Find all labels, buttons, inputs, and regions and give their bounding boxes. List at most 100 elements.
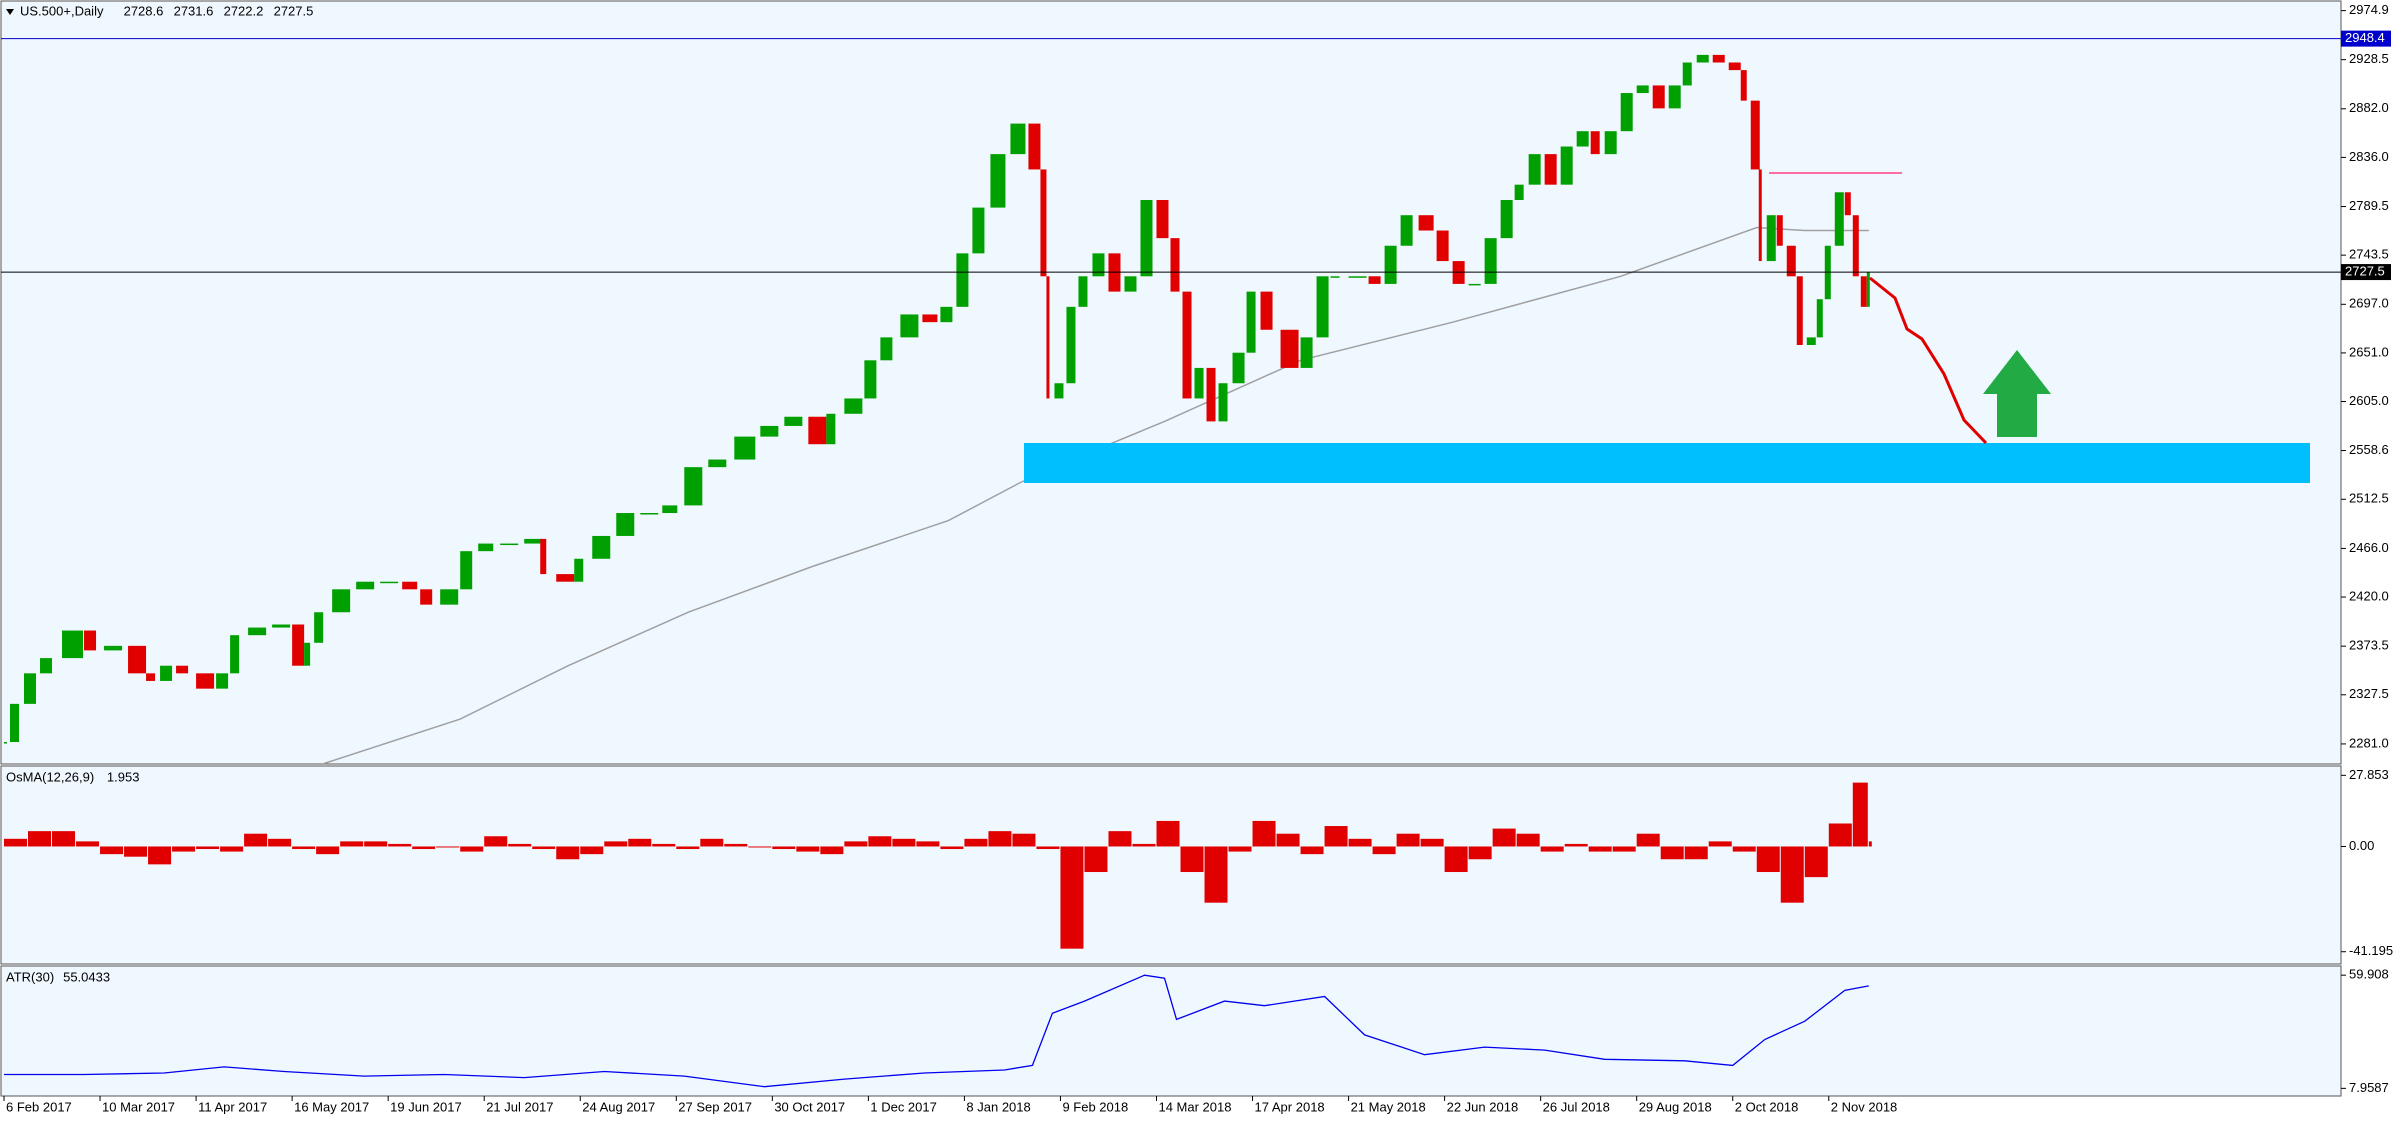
osma-bar	[1156, 820, 1180, 847]
candle	[922, 314, 938, 323]
candle	[1576, 131, 1589, 147]
candle	[864, 360, 877, 399]
osma-bar	[124, 846, 148, 857]
y-tick-label: 2466.0	[2349, 540, 2389, 555]
up-arrow	[1983, 350, 2051, 437]
candle	[248, 627, 267, 636]
x-tick-label: 2 Oct 2018	[1735, 1099, 1799, 1114]
candle	[1246, 291, 1256, 353]
candle	[292, 624, 305, 666]
menu-triangle	[6, 9, 14, 15]
candle	[1652, 85, 1665, 109]
x-tick-label: 24 Aug 2017	[582, 1099, 655, 1114]
candle	[1834, 192, 1844, 246]
candle	[1218, 383, 1228, 422]
atr-line	[4, 974, 1869, 1088]
candle	[1620, 93, 1633, 132]
x-tick-label: 26 Jul 2018	[1543, 1099, 1610, 1114]
x-tick-label: 1 Dec 2017	[870, 1099, 937, 1114]
candle	[1766, 215, 1776, 262]
osma-bar	[412, 846, 436, 850]
candle	[1078, 276, 1088, 307]
candle	[1182, 291, 1192, 399]
candle	[1696, 54, 1709, 63]
osma-bar	[1300, 846, 1324, 855]
candle	[1758, 169, 1762, 262]
candle	[808, 416, 827, 445]
osma-bar	[1276, 833, 1300, 847]
osma-bar	[1084, 846, 1108, 873]
candle	[844, 398, 863, 414]
osma-bar	[1636, 833, 1660, 847]
candle	[1170, 238, 1180, 292]
candle	[304, 642, 311, 666]
candle	[1852, 215, 1859, 277]
candle	[1046, 276, 1050, 399]
candle	[1124, 276, 1137, 292]
symbol: US.500+,Daily	[20, 3, 104, 18]
osma-bar	[1804, 846, 1828, 878]
osma-bar	[1756, 846, 1780, 873]
osma-bar	[436, 846, 460, 848]
candle	[1384, 245, 1397, 284]
candle	[1194, 367, 1204, 399]
candle	[176, 665, 189, 674]
candle	[40, 658, 53, 674]
candle	[1776, 215, 1783, 246]
ohlc-value: 2727.5	[274, 3, 314, 18]
osma-bar	[100, 846, 124, 855]
osma-bar	[268, 838, 292, 847]
osma-bar	[1348, 838, 1372, 847]
price-label: 2727.5	[2345, 264, 2385, 279]
price-label-box	[2341, 30, 2391, 47]
candle	[24, 673, 37, 704]
osma-bar	[916, 841, 940, 847]
osma-bar	[1228, 846, 1252, 852]
osma-bar	[460, 846, 484, 852]
y-tick-label: 2882.0	[2349, 100, 2389, 115]
osma-bar	[1252, 820, 1276, 847]
x-tick-label: 27 Sep 2017	[678, 1099, 752, 1114]
candle	[420, 589, 433, 605]
candle	[1668, 85, 1681, 109]
osma-bar	[292, 846, 316, 850]
y-tick-label: 2373.5	[2349, 638, 2389, 653]
osma-bar	[1852, 782, 1868, 847]
y-tick-label: 2789.5	[2349, 198, 2389, 213]
osma-bar	[988, 831, 1012, 847]
osma-bar	[1516, 833, 1540, 847]
y-tick-label: 27.853	[2349, 767, 2389, 782]
osma-bar	[1780, 846, 1804, 903]
candle	[1514, 184, 1524, 200]
osma-bar	[1828, 823, 1852, 847]
candle	[440, 589, 459, 605]
candle	[402, 581, 418, 590]
osma-bar	[172, 846, 196, 852]
x-tick-label: 9 Feb 2018	[1062, 1099, 1128, 1114]
x-tick-label: 17 Apr 2018	[1255, 1099, 1325, 1114]
x-tick-label: 21 May 2018	[1351, 1099, 1426, 1114]
y-tick-label: 2928.5	[2349, 51, 2389, 66]
candle	[1806, 337, 1816, 345]
osma-bar	[1588, 846, 1612, 852]
candle	[10, 703, 20, 743]
osma-bar	[556, 846, 580, 860]
candle	[826, 413, 836, 445]
candle	[940, 306, 953, 323]
candle	[4, 742, 8, 744]
y-tick-label: 2743.5	[2349, 247, 2389, 262]
candle	[990, 154, 1006, 208]
x-tick-label: 6 Feb 2017	[6, 1099, 72, 1114]
osma-bar	[820, 846, 844, 855]
candle	[1750, 100, 1760, 170]
osma-bar	[28, 831, 52, 847]
osma-bar	[508, 843, 532, 847]
candle	[1028, 123, 1041, 170]
osma-bar	[940, 846, 964, 850]
candle	[1232, 352, 1245, 384]
osma-bar	[580, 846, 604, 855]
support-zone	[1024, 443, 2310, 483]
candle	[1400, 215, 1413, 246]
osma-bar	[340, 841, 364, 847]
